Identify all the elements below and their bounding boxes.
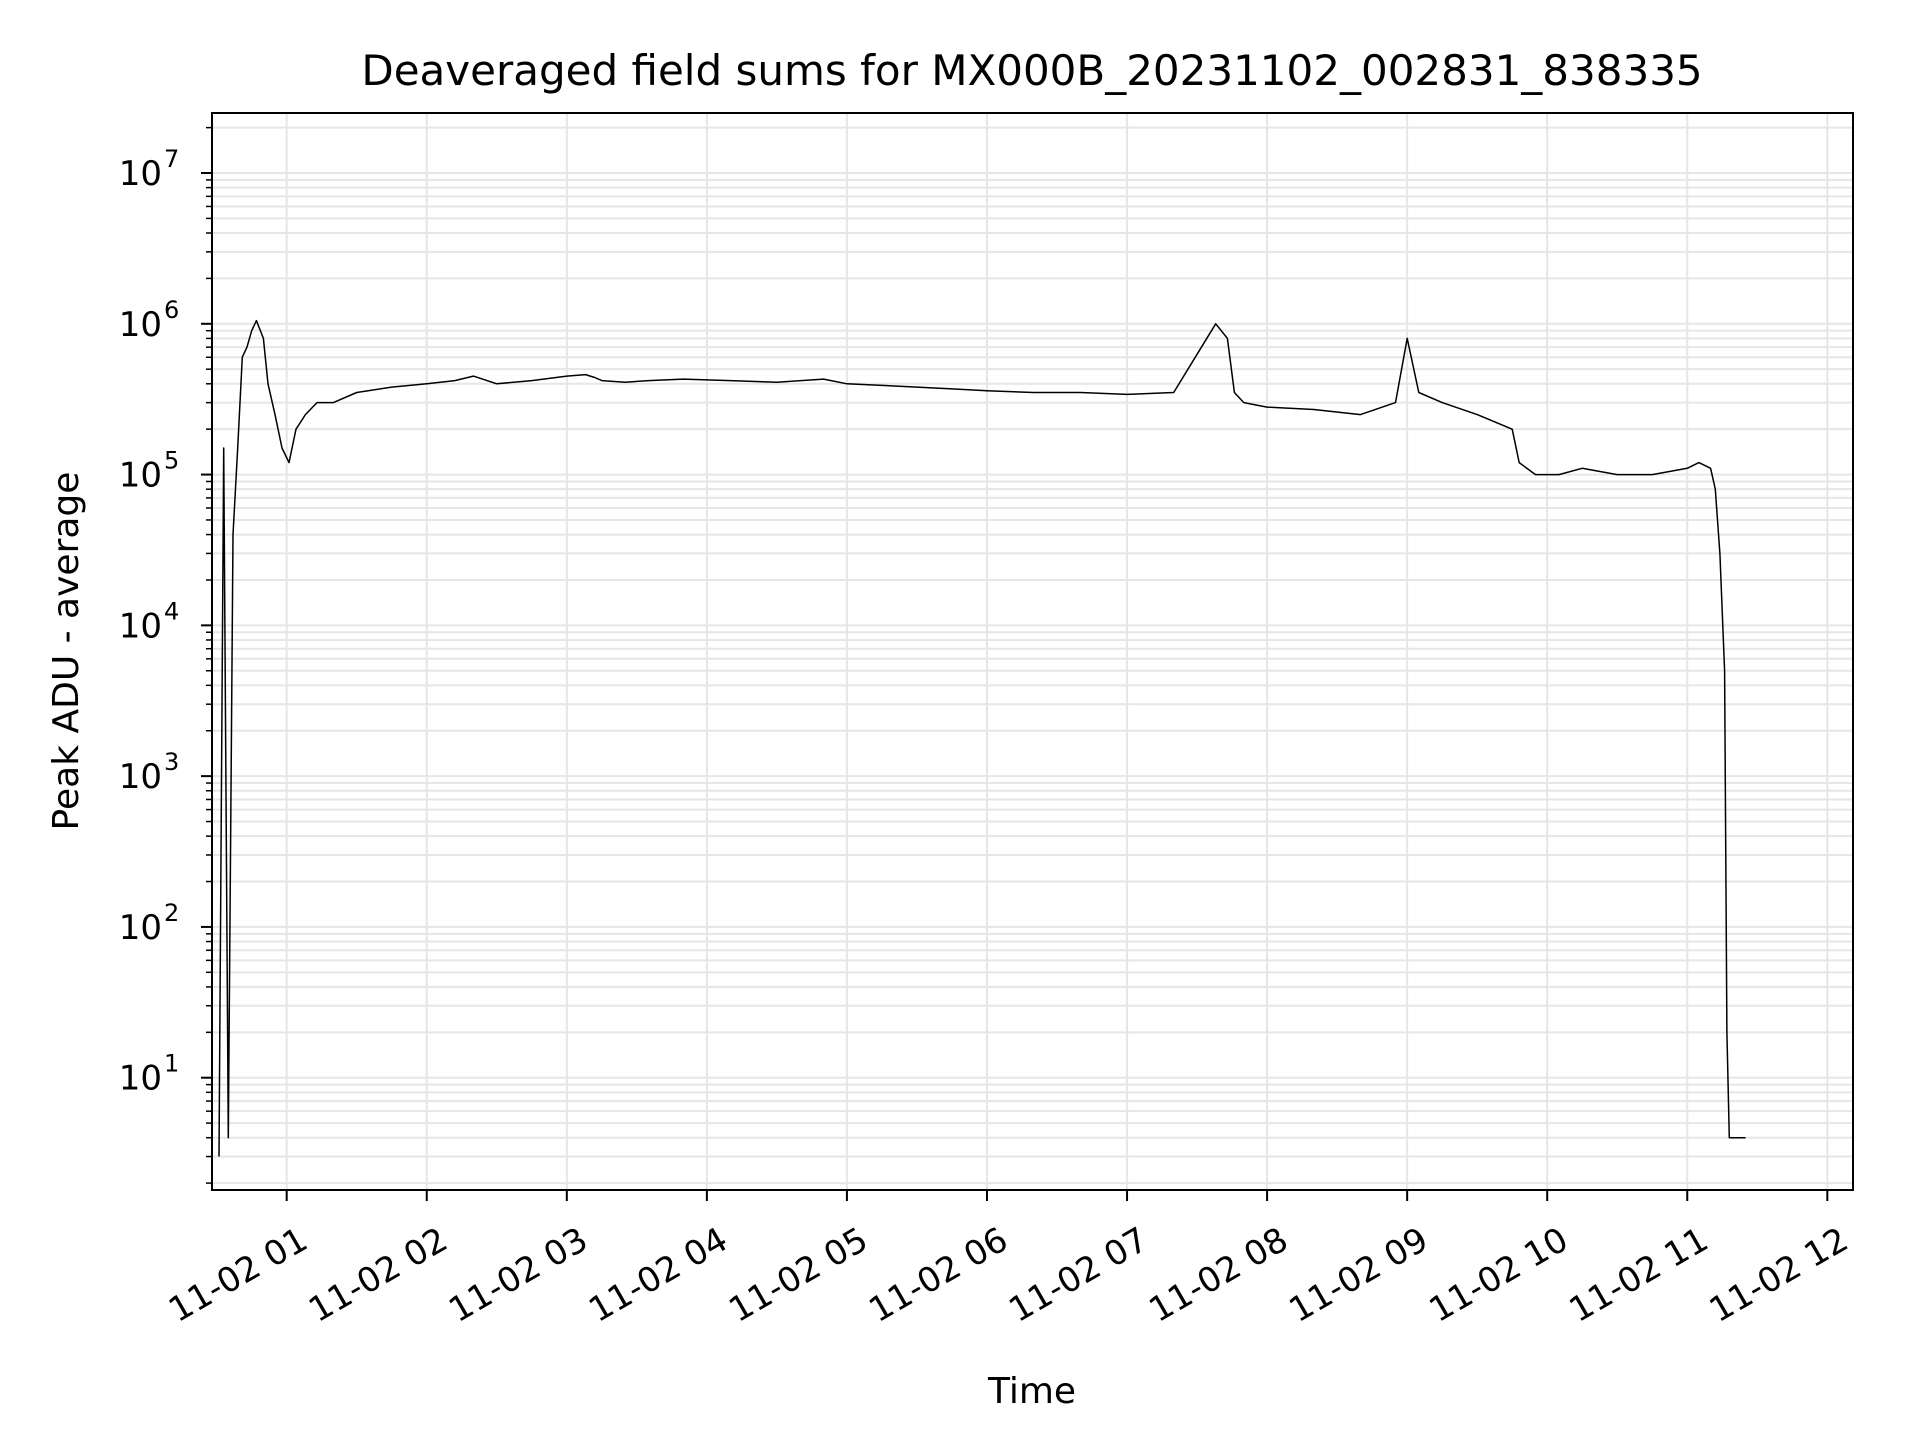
y-tick-label: 10 (119, 305, 162, 345)
y-tick-exponent: 5 (164, 447, 179, 475)
x-axis-label: Time (987, 1371, 1076, 1412)
series-line (218, 319, 1746, 1157)
y-tick-label: 10 (119, 154, 162, 194)
chart-title: Deaveraged field sums for MX000B_2023110… (361, 46, 1702, 95)
series-layer (218, 319, 1746, 1157)
y-tick-exponent: 6 (164, 296, 179, 324)
plot-frame (211, 112, 1854, 1191)
y-tick-label: 10 (119, 1059, 162, 1099)
y-tick-label: 10 (119, 757, 162, 797)
y-tick-label: 10 (119, 908, 162, 948)
y-axis-label: Peak ADU - average (46, 472, 87, 831)
y-tick-exponent: 2 (164, 899, 179, 927)
minor-grid (212, 126, 1853, 1185)
y-tick-exponent: 4 (164, 597, 179, 625)
y-tick-exponent: 1 (164, 1050, 179, 1078)
y-tick-exponent: 7 (164, 145, 179, 173)
y-tick-label: 10 (119, 606, 162, 646)
y-tick-exponent: 3 (164, 748, 179, 776)
y-tick-label: 10 (119, 456, 162, 496)
major-grid (212, 113, 1853, 1190)
